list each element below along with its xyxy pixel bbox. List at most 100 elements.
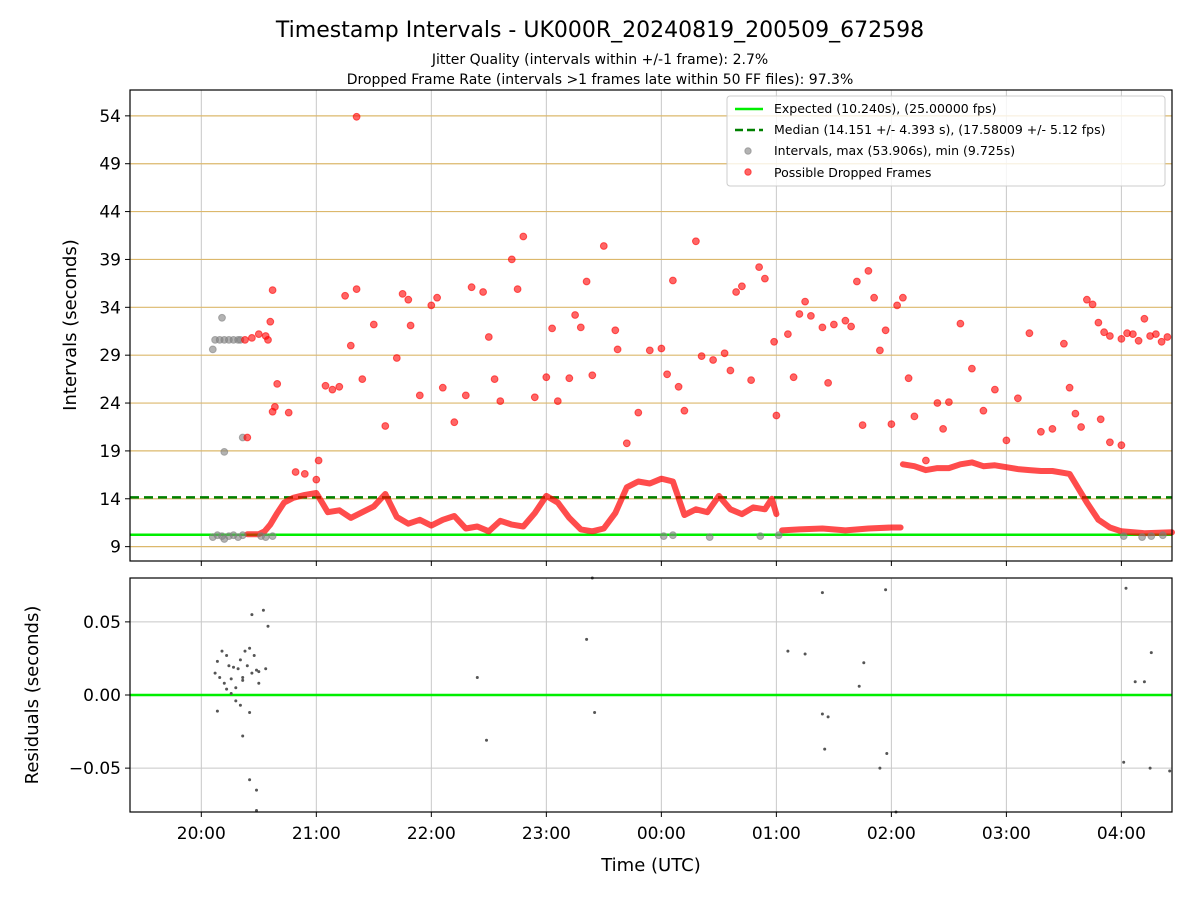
residual-point-37 bbox=[485, 738, 488, 742]
dropped-frame-point-108 bbox=[1048, 425, 1057, 433]
dropped-frame-point-94 bbox=[904, 374, 913, 383]
intervals-ytick-label-5: 34 bbox=[99, 298, 121, 318]
residuals-x-ticks: 20:00 21:00 22:00 23:00 00:00 01:00 02:00 03:00… bbox=[177, 812, 1146, 844]
interval-point-9 bbox=[220, 448, 229, 456]
dropped-frame-point-124 bbox=[1152, 330, 1160, 339]
residual-point-13 bbox=[243, 649, 247, 653]
residual-point-24 bbox=[238, 703, 242, 707]
chart-subtitle-line-1: Jitter Quality (intervals within +/-1 fr… bbox=[431, 52, 768, 68]
interval-point-25 bbox=[756, 532, 765, 540]
residual-point-42 bbox=[803, 652, 807, 656]
residual-point-56 bbox=[1142, 680, 1146, 684]
intervals-ytick-label-0: 9 bbox=[110, 538, 121, 558]
residuals-ytick-label-1: 0.00 bbox=[83, 686, 121, 706]
interval-point-26 bbox=[774, 531, 783, 540]
dropped-frame-point-80 bbox=[818, 323, 827, 332]
residual-point-22 bbox=[229, 692, 233, 695]
residual-point-5 bbox=[225, 654, 229, 657]
residual-point-53 bbox=[1122, 760, 1126, 764]
residual-point-39 bbox=[593, 711, 597, 714]
dropped-frame-point-42 bbox=[519, 232, 528, 241]
residual-point-35 bbox=[257, 670, 261, 674]
dropped-frame-point-38 bbox=[490, 375, 499, 384]
residual-point-38 bbox=[585, 637, 589, 641]
dropped-frame-point-61 bbox=[674, 382, 683, 391]
residuals-points bbox=[213, 576, 1172, 814]
interval-point-30 bbox=[1158, 531, 1167, 540]
dropped-frame-point-84 bbox=[847, 322, 855, 331]
dropped-frame-point-33 bbox=[450, 418, 459, 427]
dropped-frame-point-69 bbox=[738, 282, 746, 291]
dropped-frame-point-100 bbox=[956, 319, 965, 328]
dropped-frame-point-82 bbox=[830, 320, 838, 329]
dropped-frame-point-57 bbox=[645, 346, 654, 355]
residual-point-59 bbox=[1168, 769, 1172, 773]
dropped-frames-trend-1 bbox=[244, 475, 780, 538]
residual-point-33 bbox=[264, 667, 268, 671]
residual-point-49 bbox=[878, 766, 882, 770]
residual-point-6 bbox=[227, 664, 231, 668]
legend-box bbox=[726, 95, 1166, 187]
dropped-frame-point-88 bbox=[870, 293, 878, 302]
dropped-frame-point-74 bbox=[772, 411, 781, 420]
interval-point-29 bbox=[1147, 532, 1156, 540]
dropped-frame-point-45 bbox=[548, 324, 556, 333]
dropped-frame-point-75 bbox=[784, 330, 792, 339]
interval-point-22 bbox=[659, 532, 668, 540]
dropped-frame-point-23 bbox=[369, 320, 378, 329]
dropped-frame-point-14 bbox=[312, 475, 321, 484]
residual-point-46 bbox=[823, 747, 827, 751]
dropped-frame-point-53 bbox=[611, 326, 620, 335]
residual-point-0 bbox=[213, 671, 217, 675]
interval-point-24 bbox=[705, 533, 714, 541]
intervals-ytick-label-1: 14 bbox=[99, 490, 121, 510]
dropped-frame-point-30 bbox=[427, 301, 436, 310]
dropped-frame-point-56 bbox=[634, 408, 643, 417]
dropped-frame-point-128 bbox=[1106, 438, 1114, 447]
dropped-frame-point-27 bbox=[404, 295, 413, 304]
dropped-frames-trend-3 bbox=[899, 459, 1175, 537]
interval-point-0 bbox=[208, 345, 217, 354]
interval-point-27 bbox=[1119, 532, 1128, 540]
dropped-frame-point-103 bbox=[991, 385, 999, 394]
residual-point-20 bbox=[215, 709, 219, 713]
residuals-xtick-label-5: 01:00 bbox=[752, 824, 801, 844]
dropped-frame-point-76 bbox=[789, 373, 798, 382]
residual-point-26 bbox=[248, 711, 252, 714]
residual-point-4 bbox=[222, 681, 226, 685]
residual-point-25 bbox=[241, 734, 245, 738]
residual-point-50 bbox=[884, 588, 888, 592]
residual-point-12 bbox=[241, 676, 245, 679]
interval-point-20 bbox=[261, 533, 270, 541]
dropped-frame-point-106 bbox=[1025, 329, 1034, 338]
dropped-frame-point-48 bbox=[571, 311, 579, 319]
dropped-frame-point-51 bbox=[588, 371, 597, 380]
residuals-panel: −0.05 0.00 0.05 20:00 21:00 22:00 23:00 00:00 0… bbox=[22, 576, 1173, 876]
residual-point-15 bbox=[248, 646, 252, 650]
dropped-frame-point-65 bbox=[709, 356, 717, 364]
dropped-frame-point-127 bbox=[352, 112, 361, 121]
legend: Expected (10.240s), (25.00000 fps) Media… bbox=[726, 95, 1166, 187]
intervals-ytick-label-4: 29 bbox=[99, 346, 121, 366]
dropped-frame-point-110 bbox=[1065, 383, 1074, 392]
residuals-xtick-label-0: 20:00 bbox=[177, 824, 226, 844]
dropped-frame-point-29 bbox=[415, 391, 424, 400]
intervals-y-axis-label: Intervals (seconds) bbox=[60, 239, 81, 411]
residual-point-23 bbox=[234, 699, 238, 703]
dropped-frame-point-55 bbox=[622, 439, 631, 448]
dropped-frame-point-114 bbox=[1088, 300, 1097, 309]
dropped-frame-point-67 bbox=[726, 366, 735, 375]
dropped-frame-point-0 bbox=[241, 336, 249, 344]
dropped-frame-point-62 bbox=[680, 406, 689, 415]
dropped-frame-point-81 bbox=[824, 379, 832, 387]
dropped-frame-point-64 bbox=[697, 352, 706, 361]
dropped-frame-point-116 bbox=[1100, 328, 1108, 337]
dropped-frame-point-105 bbox=[1014, 394, 1022, 403]
dropped-frame-point-89 bbox=[876, 346, 884, 355]
dropped-frame-point-101 bbox=[968, 364, 976, 373]
residuals-xtick-label-4: 00:00 bbox=[637, 824, 686, 844]
dropped-frame-point-97 bbox=[933, 399, 942, 407]
dropped-frame-point-91 bbox=[887, 420, 896, 429]
dropped-frame-point-21 bbox=[352, 285, 361, 294]
